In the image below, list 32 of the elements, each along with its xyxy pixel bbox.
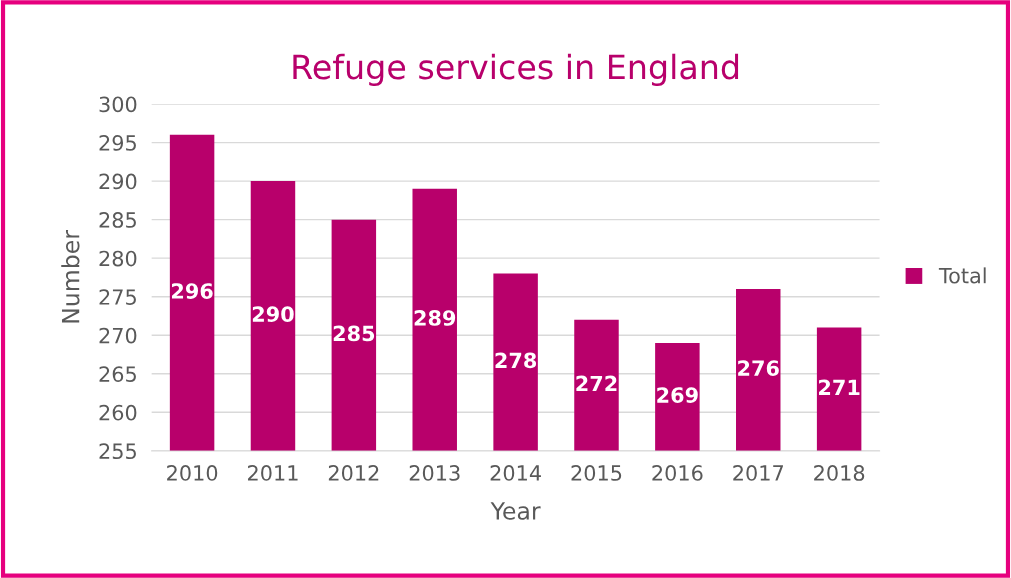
x-tick-label: 2017 <box>733 465 783 481</box>
data-label: 276 <box>738 360 779 376</box>
y-axis-title: Number <box>61 230 80 323</box>
x-tick-label: 2014 <box>490 465 541 481</box>
x-axis-title: Year <box>490 502 541 520</box>
y-tick-label: 265 <box>99 366 136 382</box>
y-tick-label: 255 <box>99 443 136 460</box>
y-tick-label: 295 <box>99 135 136 151</box>
data-label: 289 <box>414 310 456 326</box>
chart-title: Refuge services in England <box>293 53 739 86</box>
y-tick-label: 275 <box>99 289 136 305</box>
y-tick-label: 290 <box>99 173 137 190</box>
data-label: 285 <box>333 325 375 342</box>
y-tick-label: 280 <box>99 250 137 267</box>
data-label: 296 <box>171 283 213 299</box>
y-tick-label: 260 <box>99 404 137 421</box>
data-label: 290 <box>252 306 294 323</box>
x-tick-label: 2011 <box>247 465 298 481</box>
data-label: 269 <box>657 387 698 403</box>
x-tick-label: 2016 <box>652 465 703 481</box>
x-tick-label: 2015 <box>571 465 622 481</box>
y-tick-label: 285 <box>99 212 136 228</box>
x-tick-label: 2013 <box>409 465 460 481</box>
data-label: 272 <box>576 375 617 392</box>
y-tick-label: 270 <box>99 327 137 344</box>
y-tick-label: 300 <box>99 96 137 113</box>
data-label: 271 <box>819 379 860 395</box>
x-tick-label: 2012 <box>328 465 379 481</box>
legend-label: Total <box>938 267 986 284</box>
data-label: 278 <box>495 352 537 369</box>
x-tick-label: 2010 <box>167 465 218 481</box>
x-tick-label: 2018 <box>814 465 865 481</box>
